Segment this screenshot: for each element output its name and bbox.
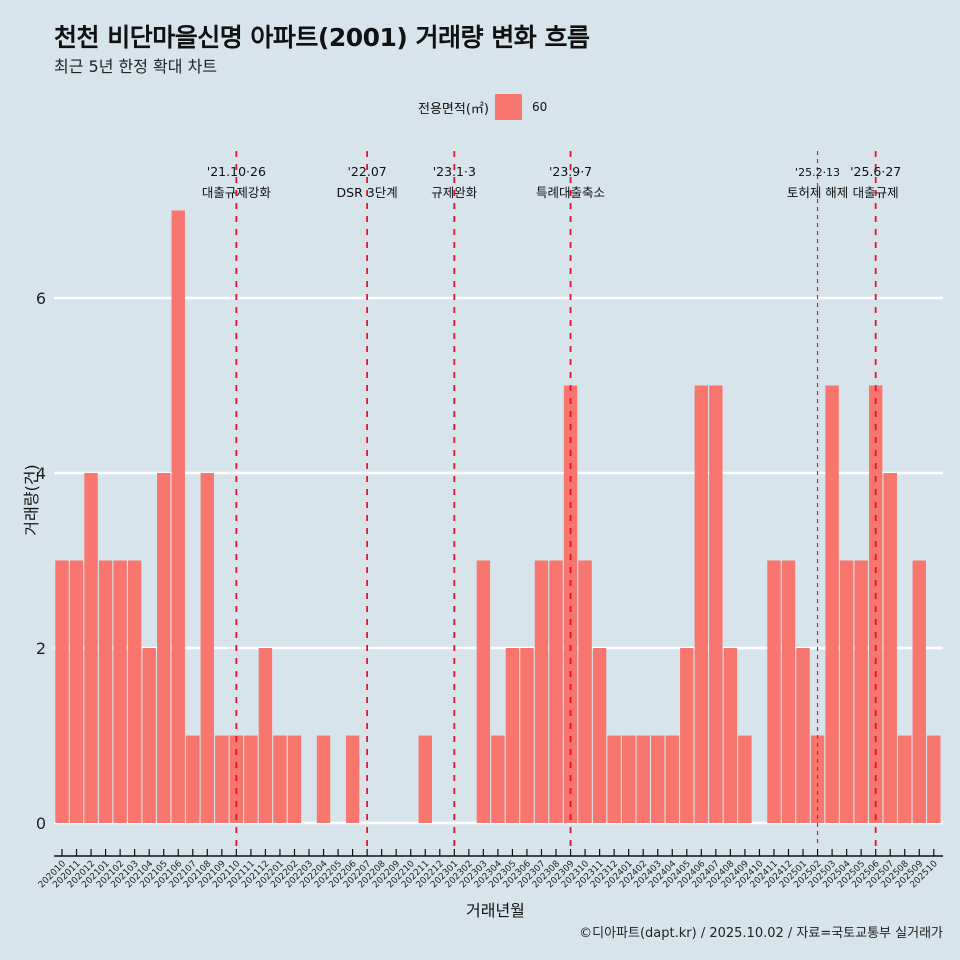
bar (549, 560, 563, 823)
y-tick-label: 4 (36, 464, 46, 483)
bar (345, 735, 360, 823)
bar (157, 473, 171, 823)
bar (127, 560, 142, 823)
event-label: 토허제 해제 (787, 185, 848, 200)
bar (520, 648, 534, 823)
bar (563, 385, 578, 823)
bar (912, 560, 926, 823)
x-axis-title: 거래년월 (466, 901, 525, 920)
bar (69, 560, 84, 823)
bars (55, 210, 941, 823)
bar (578, 560, 592, 823)
bar (287, 735, 302, 823)
bar (273, 735, 287, 823)
bar (418, 735, 432, 823)
event-label: 대출규제강화 (202, 185, 272, 200)
bar (215, 735, 229, 823)
bar (796, 648, 810, 823)
bar (651, 735, 665, 823)
bar (200, 473, 214, 823)
bar (868, 385, 883, 823)
bar (592, 648, 607, 823)
y-tick-label: 2 (36, 639, 46, 658)
bar (142, 648, 156, 823)
bar (767, 560, 781, 823)
event-date: '22.07 (348, 164, 387, 179)
event-label: 대출규제 (853, 185, 899, 200)
y-axis: 0 2 4 6 (36, 289, 46, 833)
source-footer: ©디아파트(dapt.kr) / 2025.10.02 / 자료=국토교통부 실… (579, 926, 943, 941)
bar (244, 735, 258, 823)
event-label: 특례대출축소 (536, 185, 605, 200)
bar (898, 735, 912, 823)
bar (854, 560, 868, 823)
bar (665, 735, 679, 823)
bar (98, 560, 113, 823)
bar (55, 560, 69, 823)
bar (258, 648, 273, 823)
bar (839, 560, 854, 823)
legend: 전용면적(㎡) 60 (418, 94, 547, 120)
event-date: '21.10·26 (207, 164, 266, 179)
bar (505, 648, 520, 823)
bar (810, 735, 825, 823)
event-lines: '21.10·26 대출규제강화 '22.07 DSR 3단계 '23.1·3 규제완화 '… (202, 151, 901, 846)
legend-entry: 60 (531, 100, 548, 114)
legend-swatch (494, 94, 522, 120)
bar (113, 560, 127, 823)
event-date: '25.6·27 (850, 164, 901, 179)
y-tick-label: 6 (36, 289, 46, 308)
bar (171, 210, 185, 823)
bar (723, 648, 738, 823)
bar (680, 648, 694, 823)
bar (694, 385, 709, 823)
bar (636, 735, 650, 823)
legend-title: 전용면적(㎡) (418, 101, 489, 117)
y-axis-title: 거래량(건) (22, 464, 41, 536)
bar (186, 735, 200, 823)
bar (883, 473, 897, 823)
chart-subtitle: 최근 5년 한정 확대 차트 (54, 57, 218, 76)
bar (738, 735, 752, 823)
bar (491, 735, 505, 823)
x-axis: 2020102020112020122021012021022021032021… (37, 849, 943, 890)
chart-title: 천천 비단마을신명 아파트(2001) 거래량 변화 흐름 (54, 23, 590, 52)
bar (927, 735, 941, 823)
event-date: '23.9·7 (549, 164, 592, 179)
bar (534, 560, 549, 823)
bar (476, 560, 491, 823)
y-tick-label: 0 (36, 814, 46, 833)
bar (621, 735, 636, 823)
bar (709, 385, 723, 823)
event-date: '23.1·3 (433, 164, 476, 179)
event-label: DSR 3단계 (337, 185, 398, 200)
event-label: 규제완화 (431, 185, 478, 200)
bar (84, 473, 98, 823)
bar (607, 735, 621, 823)
bar (316, 735, 331, 823)
event-date: '25.2·13 (795, 166, 840, 179)
bar (825, 385, 839, 823)
bar (781, 560, 796, 823)
